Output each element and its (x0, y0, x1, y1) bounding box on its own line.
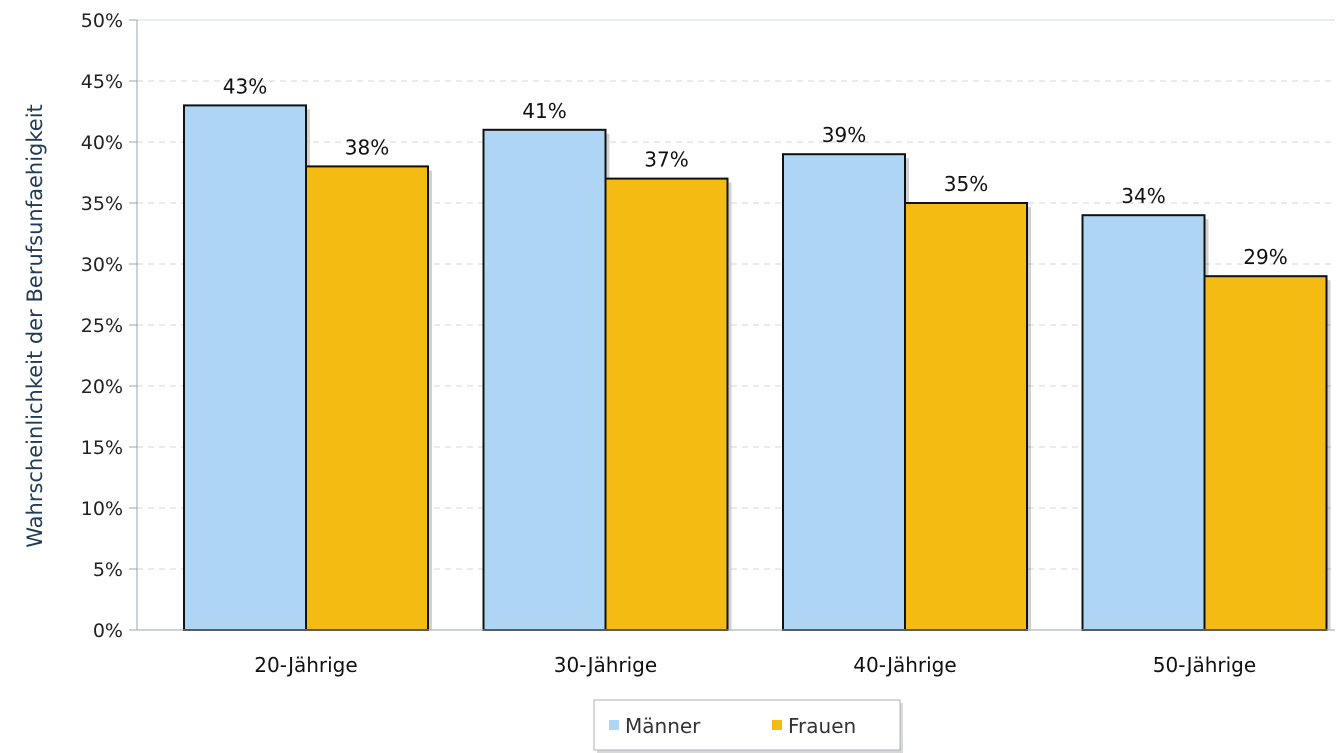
x-tick-label: 20-Jährige (254, 653, 357, 677)
y-tick-label: 25% (81, 315, 123, 337)
data-label: 37% (644, 148, 688, 172)
data-label: 29% (1243, 245, 1287, 269)
y-axis: 0% 5% 10% 15% 20% 25% 30% 35% 40% 45% 50% (81, 10, 138, 642)
legend-swatch (772, 720, 782, 730)
x-tick-label: 50-Jährige (1153, 653, 1256, 677)
y-tick-label: 15% (81, 437, 123, 459)
legend-label[interactable]: Männer (625, 714, 701, 738)
y-axis-label: Wahrscheinlichkeit der Berufsunfaehigkei… (23, 104, 47, 548)
y-tick-label: 35% (81, 193, 123, 215)
data-label: 34% (1121, 184, 1165, 208)
y-tick-label: 50% (81, 10, 123, 32)
y-tick-label: 20% (81, 376, 123, 398)
legend-label[interactable]: Frauen (788, 714, 856, 738)
x-axis: 20-Jährige 30-Jährige 40-Jährige 50-Jährige (137, 629, 1335, 677)
bar[interactable] (1081, 214, 1206, 631)
x-tick-label: 30-Jährige (554, 653, 657, 677)
legend-swatch (609, 720, 619, 730)
data-label: 41% (522, 99, 566, 123)
y-tick-label: 10% (81, 498, 123, 520)
y-tick-label: 0% (93, 620, 123, 642)
bar[interactable] (1203, 275, 1328, 631)
data-label: 38% (345, 135, 389, 159)
x-tick-label: 40-Jährige (853, 653, 956, 677)
bar[interactable] (604, 177, 729, 631)
legend[interactable]: Männer Frauen (593, 699, 903, 753)
data-label: 39% (822, 123, 866, 147)
data-label: 35% (944, 172, 988, 196)
bar[interactable] (482, 128, 607, 632)
bar[interactable] (782, 153, 906, 631)
bars: 43% 38% 41% 37% 39% 35% 34% 29% (183, 74, 1331, 632)
data-label: 43% (223, 74, 267, 98)
bar[interactable] (183, 104, 307, 631)
y-tick-label: 40% (81, 132, 123, 154)
y-tick-label: 45% (81, 71, 123, 93)
bar[interactable] (904, 202, 1028, 631)
bar[interactable] (305, 165, 429, 631)
y-tick-label: 30% (81, 254, 123, 276)
legend-box (593, 699, 901, 751)
y-tick-label: 5% (93, 559, 123, 581)
